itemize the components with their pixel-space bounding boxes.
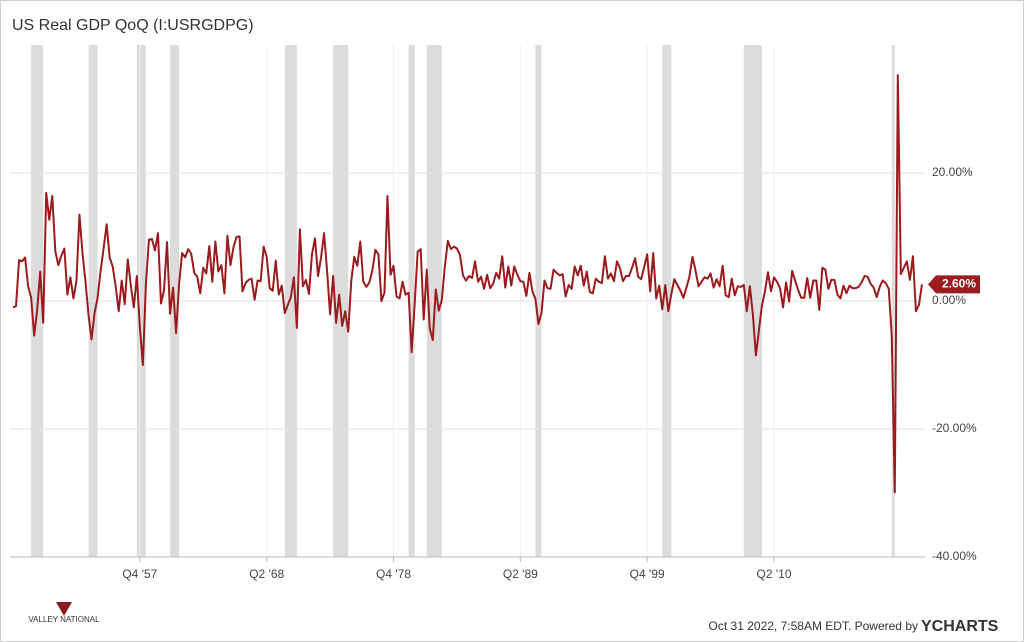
footer-timestamp: Oct 31 2022, 7:58AM EDT. Powered by: [709, 619, 918, 633]
x-tick-label: Q4 '78: [376, 567, 411, 581]
plot-area: -40.00% -20.00% 0.00% 20.00% Q4 '57 Q2 '68 Q4 …: [10, 45, 980, 581]
x-tick-label: Q2 '10: [757, 567, 792, 581]
logo-text: VALLEY NATIONAL: [28, 615, 100, 624]
last-value-label: 2.60%: [942, 277, 976, 291]
y-tick-label: -20.00%: [932, 421, 977, 435]
y-tick-label: 20.00%: [932, 165, 973, 179]
line-series: [12, 74, 923, 494]
logo: VALLEY NATIONAL: [28, 602, 100, 624]
x-tick-label: Q2 '68: [249, 567, 284, 581]
x-tick-label: Q4 '99: [630, 567, 665, 581]
x-tick-label: Q4 '57: [122, 567, 157, 581]
y-tick-label: -40.00%: [932, 549, 977, 563]
x-tick-label: Q2 '89: [503, 567, 538, 581]
last-value-tag: [928, 275, 980, 294]
y-tick-label: 0.00%: [932, 293, 966, 307]
chart-title: US Real GDP QoQ (I:USRGDPG): [12, 17, 254, 34]
footer-brand[interactable]: YCHARTS: [921, 618, 999, 635]
